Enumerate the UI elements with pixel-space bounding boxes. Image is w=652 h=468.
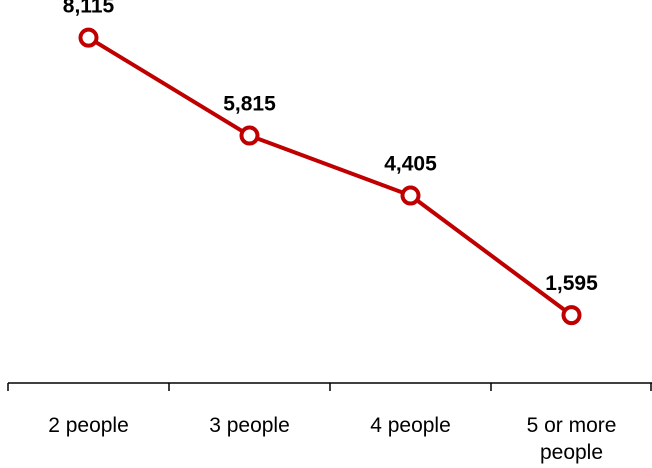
data-point <box>561 305 582 326</box>
x-tick-label-line: 4 people <box>370 414 451 437</box>
data-label-group: 8,115 5,815 4,405 1,595 <box>63 0 598 295</box>
data-label: 8,115 <box>63 0 115 18</box>
x-tick-label-line: 5 or more <box>527 414 617 437</box>
x-tick-label: 4 people <box>370 414 451 437</box>
data-label: 5,815 <box>223 93 276 116</box>
data-label: 1,595 <box>545 272 598 295</box>
x-axis <box>7 382 652 391</box>
data-point-group <box>78 27 582 326</box>
data-point <box>78 27 99 48</box>
x-tick-label: 5 or more people <box>527 414 617 464</box>
data-label: 4,405 <box>384 153 437 176</box>
x-tick-label-line: people <box>540 441 603 464</box>
series-line <box>87 35 573 317</box>
x-tick-label-group: 2 people 3 people 4 people 5 or more people <box>48 414 616 464</box>
data-point <box>400 185 421 206</box>
x-tick-label: 3 people <box>209 414 290 437</box>
x-tick-label-line: 2 people <box>48 414 129 437</box>
series-line-group <box>87 35 573 317</box>
x-tick-label: 2 people <box>48 414 129 437</box>
data-point <box>239 125 260 146</box>
x-tick-label-line: 3 people <box>209 414 290 437</box>
